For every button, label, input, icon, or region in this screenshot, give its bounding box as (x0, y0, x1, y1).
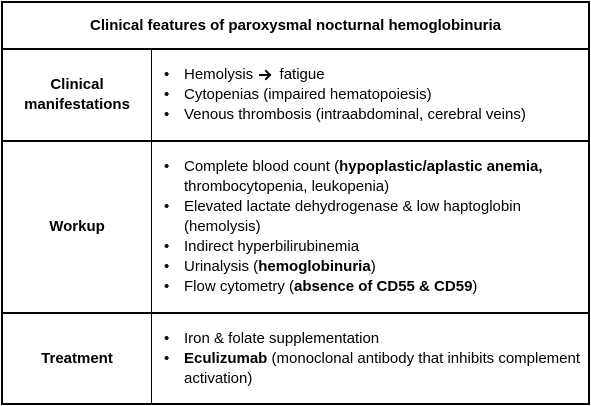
row-content: • Iron & folate supplementation • Eculiz… (153, 314, 588, 404)
row-content: • Complete blood count (hypoplastic/apla… (153, 142, 588, 312)
item-text-pre: Urinalysis ( (184, 258, 259, 275)
bullet-icon: • (164, 106, 170, 123)
item-text-post: thrombocytopenia, leukopenia) (184, 178, 390, 195)
list-item: • Elevated lactate dehydrogenase & low h… (163, 197, 588, 237)
row-label-line: manifestations (24, 96, 130, 113)
list-item: • Hemolysis fatigue (163, 65, 526, 85)
item-text-bold: hypoplastic/aplastic anemia, (339, 158, 543, 175)
bullet-icon: • (164, 350, 170, 367)
row-treatment: Treatment • Iron & folate supplementatio… (3, 314, 588, 404)
bullet-icon: • (164, 238, 170, 255)
row-label-line: Clinical (50, 76, 104, 93)
list-item: • Iron & folate supplementation (163, 329, 588, 349)
right-arrow-icon (259, 69, 272, 81)
item-text: Venous thrombosis (intraabdominal, cereb… (184, 106, 526, 123)
bullet-icon: • (164, 330, 170, 347)
item-text: Iron & folate supplementation (184, 330, 380, 347)
bullet-icon: • (164, 66, 170, 83)
bullet-icon: • (164, 158, 170, 175)
bullet-icon: • (164, 258, 170, 275)
item-text-bold: hemoglobinuria (258, 258, 371, 275)
row-label: Treatment (3, 314, 152, 404)
item-text-pre: Hemolysis (184, 66, 254, 83)
table-title: Clinical features of paroxysmal nocturna… (3, 3, 588, 50)
row-clinical-manifestations: Clinical manifestations • Hemolysis fati… (3, 50, 588, 142)
list-item: • Cytopenias (impaired hematopoiesis) (163, 85, 526, 105)
bullet-icon: • (164, 198, 170, 215)
item-text-post: fatigue (279, 66, 325, 83)
item-text: Indirect hyperbilirubinemia (184, 238, 360, 255)
list-item: • Eculizumab (monoclonal antibody that i… (163, 349, 588, 389)
list-item: • Venous thrombosis (intraabdominal, cer… (163, 105, 526, 125)
item-text-post: ) (370, 258, 376, 275)
bullet-icon: • (164, 278, 170, 295)
row-label: Clinical manifestations (3, 50, 152, 140)
item-text-bold: Eculizumab (184, 350, 268, 367)
row-label: Workup (3, 142, 152, 312)
list-item: • Indirect hyperbilirubinemia (163, 237, 588, 257)
item-text-post: (monoclonal antibody that inhibits compl… (184, 350, 581, 387)
item-text: Elevated lactate dehydrogenase & low hap… (184, 198, 521, 235)
item-text-post: ) (472, 278, 478, 295)
bullet-list: • Hemolysis fatigue • Cytopenias (impair… (153, 65, 526, 125)
item-text: Cytopenias (impaired hematopoiesis) (184, 86, 432, 103)
list-item: • Urinalysis (hemoglobinuria) (163, 257, 588, 277)
bullet-list: • Iron & folate supplementation • Eculiz… (153, 329, 588, 389)
list-item: • Complete blood count (hypoplastic/apla… (163, 157, 588, 197)
bullet-icon: • (164, 86, 170, 103)
row-label-line: Treatment (41, 350, 113, 367)
bullet-list: • Complete blood count (hypoplastic/apla… (153, 157, 588, 297)
row-label-line: Workup (49, 218, 105, 235)
item-text-pre: Complete blood count ( (184, 158, 340, 175)
row-workup: Workup • Complete blood count (hypoplast… (3, 142, 588, 314)
row-content: • Hemolysis fatigue • Cytopenias (impair… (153, 50, 588, 140)
item-text-bold: absence of CD55 & CD59 (294, 278, 473, 295)
list-item: • Flow cytometry (absence of CD55 & CD59… (163, 277, 588, 297)
item-text-pre: Flow cytometry ( (184, 278, 295, 295)
